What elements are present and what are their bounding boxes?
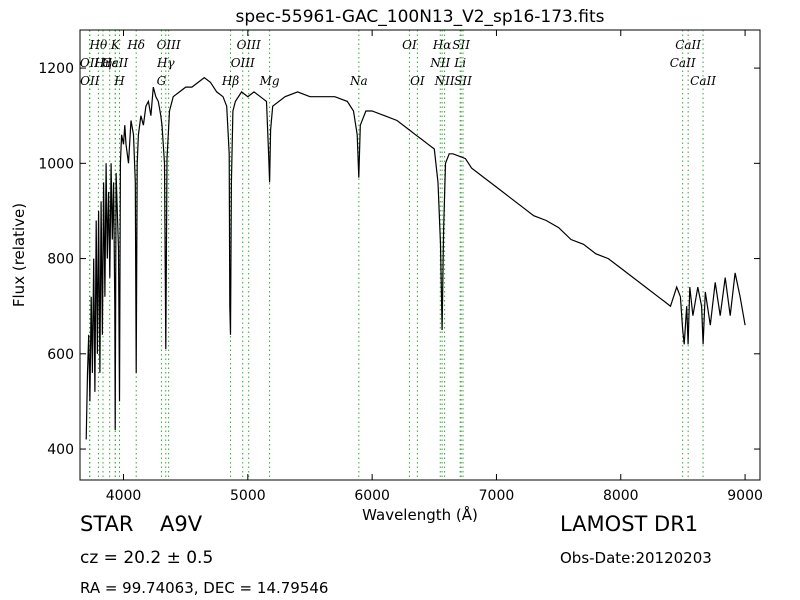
spectrum-line xyxy=(85,76,746,440)
line-marker-label: H xyxy=(113,74,125,88)
y-tick-label: 600 xyxy=(47,347,74,363)
line-marker-label: CaII xyxy=(675,38,701,52)
line-marker-label: CaII xyxy=(690,74,716,88)
object-class: STAR xyxy=(80,512,134,536)
x-tick-label: 9000 xyxy=(727,488,763,504)
line-marker-label: Hγ xyxy=(156,56,175,70)
line-marker-label: SII xyxy=(454,74,472,88)
line-marker-label: Hη xyxy=(93,56,112,70)
line-marker-label: NII xyxy=(429,56,450,70)
y-tick-label: 400 xyxy=(47,442,74,458)
ra-dec-coordinates: RA = 99.74063, DEC = 14.79546 xyxy=(80,579,329,597)
x-tick-label: 4000 xyxy=(106,488,142,504)
line-marker-label: Hα xyxy=(432,38,452,52)
line-marker-label: Hβ xyxy=(221,74,239,88)
x-tick-label: 6000 xyxy=(354,488,390,504)
line-marker-label: SII xyxy=(452,38,470,52)
line-marker-label: Hδ xyxy=(126,38,145,52)
line-marker-label: OIII xyxy=(231,56,255,70)
x-axis: 4000 5000 6000 7000 8000 9000 xyxy=(106,30,763,504)
y-tick-label: 1000 xyxy=(38,156,74,172)
observation-date: Obs-Date:20120203 xyxy=(560,549,712,567)
x-axis-label: Wavelength (Å) xyxy=(362,505,478,524)
line-marker-label: CaII xyxy=(102,56,128,70)
y-axis-label: Flux (relative) xyxy=(10,203,28,307)
x-tick-label: 7000 xyxy=(479,488,515,504)
line-marker-label: Mg xyxy=(259,74,280,88)
y-axis: 400 600 800 1000 1200 xyxy=(38,61,760,458)
plot-frame xyxy=(79,29,761,481)
chart-title: spec-55961-GAC_100N13_V2_sp16-173.fits xyxy=(235,7,604,27)
y-tick-label: 800 xyxy=(47,252,74,268)
x-tick-label: 5000 xyxy=(230,488,266,504)
line-marker-label: OI xyxy=(410,74,425,88)
line-marker-label: Li xyxy=(453,56,466,70)
x-tick-label: 8000 xyxy=(603,488,639,504)
survey-name: LAMOST DR1 xyxy=(560,512,699,536)
y-tick-label: 1200 xyxy=(38,61,74,77)
redshift-value: cz = 20.2 ± 0.5 xyxy=(80,548,214,568)
line-marker-label: Hε xyxy=(100,56,118,70)
line-marker-label: OI xyxy=(402,38,417,52)
line-marker-label: NII xyxy=(434,74,455,88)
line-marker-label: Hθ xyxy=(89,38,108,52)
object-subclass: A9V xyxy=(160,512,203,536)
line-marker-label: OIII xyxy=(157,38,181,52)
line-marker-label: Na xyxy=(349,74,368,88)
line-marker-label: G xyxy=(157,74,167,88)
line-marker-label: OII xyxy=(80,74,100,88)
line-marker-label: CaII xyxy=(670,56,696,70)
line-marker-label: OIII xyxy=(237,38,261,52)
